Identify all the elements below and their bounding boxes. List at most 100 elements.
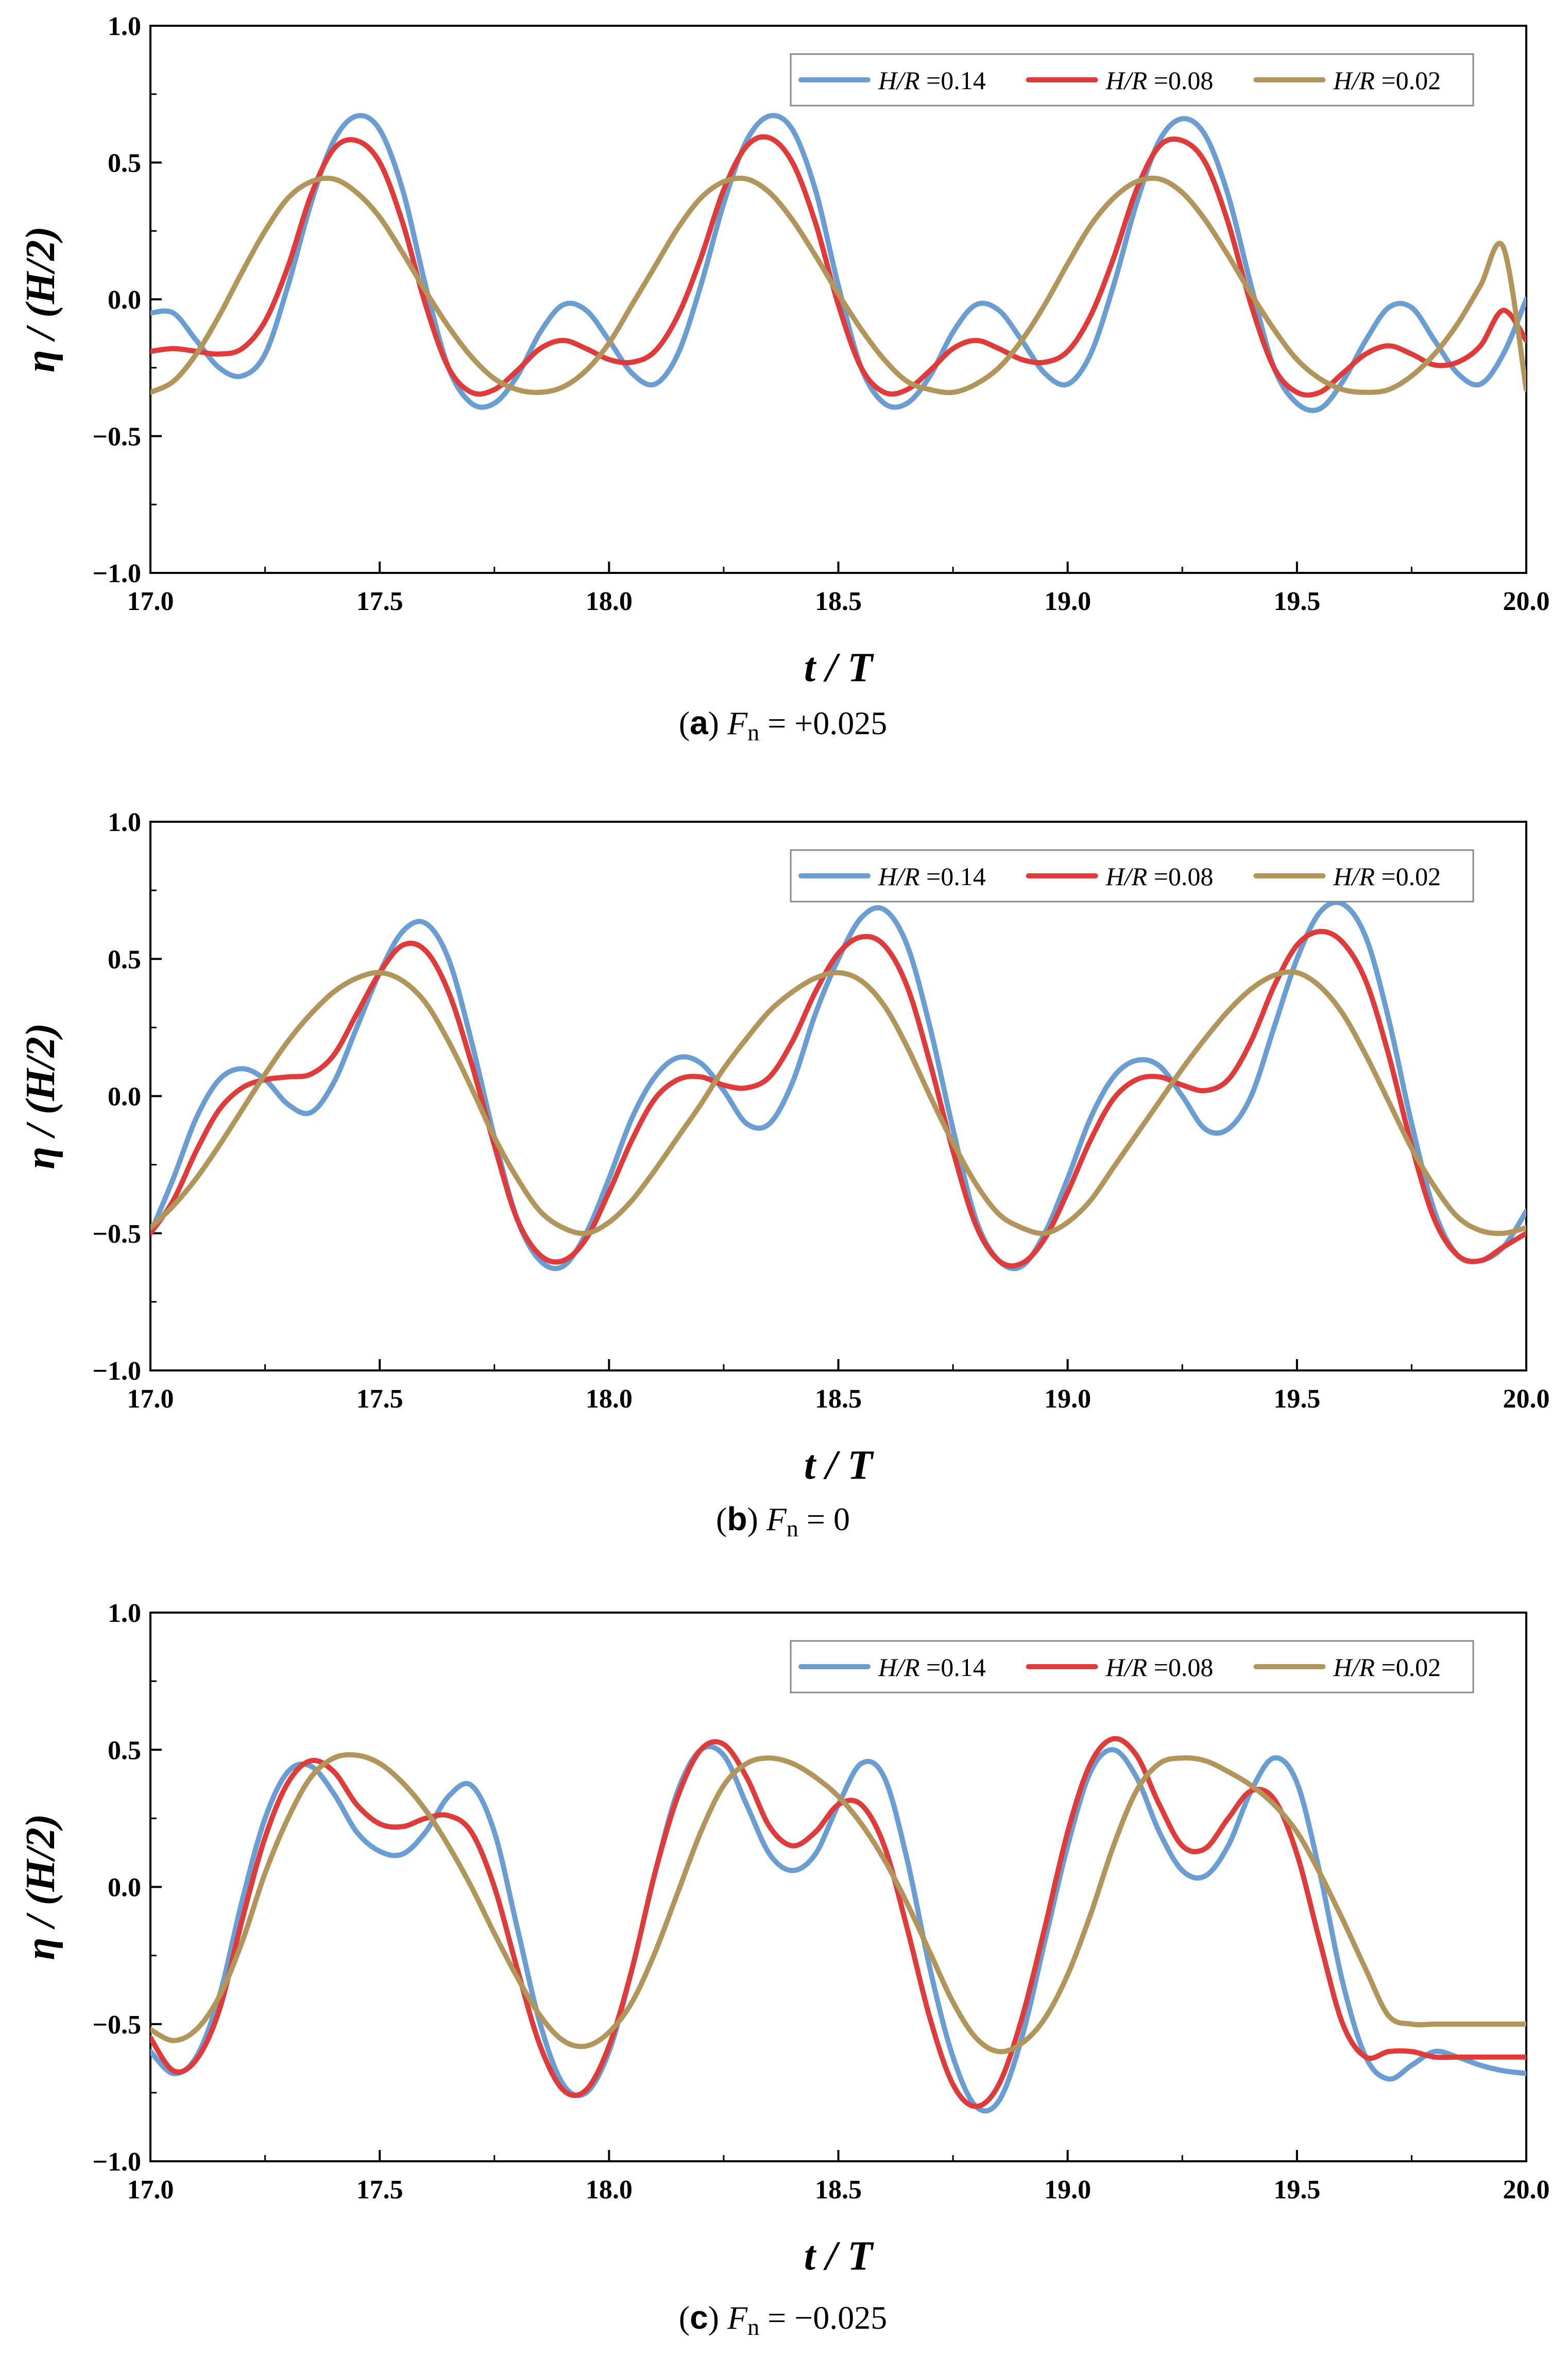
series-line-0 [150,900,1526,1272]
caption-open: ( [679,705,690,741]
y-tick-label: 0.5 [108,149,141,178]
y-tick-label: −1.0 [92,559,141,588]
caption-value: = −0.025 [759,2299,887,2336]
legend-entry-0: H/R =0.14 [878,1653,986,1682]
legend-value: =0.14 [920,1653,986,1682]
y-tick-label: 1.0 [108,808,141,837]
y-tick-label: 0.5 [108,1736,141,1765]
x-tick-label: 19.5 [1273,2175,1320,2205]
legend-value: =0.02 [1375,1653,1441,1682]
legend-value: =0.14 [920,862,986,891]
legend-name: H/R [1105,66,1148,95]
legend-box [790,53,1474,107]
legend-entry-1: H/R =0.08 [1105,1653,1214,1682]
series-line-2 [150,1752,1526,2055]
caption: (c) Fn = −0.025 [679,2299,888,2340]
y-axis-label: η / (H/2) [18,226,63,372]
x-tick-label: 20.0 [1503,1384,1550,1414]
x-axis-label: t / T [804,2233,874,2279]
legend-value: =0.02 [1375,66,1441,95]
x-tick-label: 17.0 [127,587,174,616]
legend-name: H/R [878,862,920,891]
x-tick-label: 18.5 [815,587,862,616]
caption-open: ( [679,2299,690,2336]
legend-value: =0.08 [1147,66,1213,95]
x-tick-label: 17.5 [356,587,403,616]
legend-value: =0.02 [1375,862,1441,891]
y-tick-label: 1.0 [108,1599,141,1628]
x-axis-label: t / T [804,1443,874,1488]
y-tick-label: 0.0 [108,1082,141,1112]
legend-entry-2: H/R =0.02 [1333,1653,1441,1682]
y-tick-label: 0.0 [108,285,141,315]
legend-name: H/R [878,1653,920,1682]
caption-symbol: F [727,2299,748,2336]
legend-name: H/R [1333,1653,1375,1682]
plot-frame [149,1612,1527,2162]
series-line-1 [150,928,1526,1269]
legend-name: H/R [878,66,920,95]
caption-close: ) [708,2299,727,2336]
legend-entry-2: H/R =0.02 [1333,862,1441,891]
caption-subscript: n [747,2314,759,2340]
caption-symbol: F [727,705,748,741]
x-tick-label: 18.0 [586,2175,633,2205]
legend-name: H/R [1333,862,1375,891]
legend-box [790,849,1474,903]
x-tick-label: 18.5 [815,2175,862,2205]
legend-name: H/R [1105,862,1148,891]
chart-panel-b: 17.0 17.5 18.0 18.5 19.0 19.5 20.0 −1.0 −0.5 0.0 0… [18,808,1550,1541]
legend: H/R =0.14 H/R =0.08 H/R =0.02 [790,849,1474,903]
series-line-2 [150,175,1526,395]
legend-value: =0.08 [1147,1653,1213,1682]
caption-letter: b [727,1500,747,1537]
x-tick-label: 19.0 [1044,587,1091,616]
legend-entry-0: H/R =0.14 [878,862,986,891]
chart-panel-c: 17.0 17.5 18.0 18.5 19.0 19.5 20.0 −1.0 −0.5 0.0 0… [18,1599,1550,2340]
series-line-0 [150,113,1526,413]
x-tick-label: 20.0 [1503,587,1550,616]
caption-subscript: n [747,719,759,746]
series-line-2 [150,969,1526,1236]
chart-panel-a: 17.0 17.5 18.0 18.5 19.0 19.5 20.0 −1.0 −0.5 0.0 0… [18,12,1550,746]
legend-name: H/R [1105,1653,1148,1682]
legend-entry-2: H/R =0.02 [1333,66,1441,95]
y-tick-label: 1.0 [108,12,141,41]
x-tick-label: 17.5 [356,2175,403,2205]
caption-close: ) [747,1501,766,1537]
caption-letter: c [690,2299,708,2336]
y-tick-label: −0.5 [92,1219,141,1249]
x-tick-label: 19.0 [1044,1384,1091,1414]
legend: H/R =0.14 H/R =0.08 H/R =0.02 [790,53,1474,107]
y-tick-label: −0.5 [92,422,141,452]
legend-entry-1: H/R =0.08 [1105,66,1214,95]
plot-frame [149,821,1527,1371]
caption: (a) Fn = +0.025 [679,704,888,746]
y-tick-label: −0.5 [92,2010,141,2040]
y-axis-label: η / (H/2) [18,1023,63,1170]
legend-box [790,1640,1474,1693]
legend-value: =0.08 [1147,862,1213,891]
legend-value: =0.14 [920,66,986,95]
y-axis-label: η / (H/2) [18,1814,63,1960]
legend-entry-0: H/R =0.14 [878,66,986,95]
y-tick-label: 0.0 [108,1873,141,1903]
x-tick-label: 17.5 [356,1384,403,1414]
x-tick-label: 17.0 [127,1384,174,1414]
x-tick-label: 17.0 [127,2175,174,2205]
caption-symbol: F [766,1501,787,1537]
caption-value: = 0 [798,1501,850,1537]
x-tick-label: 18.0 [586,1384,633,1414]
series-line-0 [150,1743,1526,2114]
series-line-1 [150,134,1526,398]
caption-open: ( [716,1501,727,1537]
legend-entry-1: H/R =0.08 [1105,862,1214,891]
y-tick-label: −1.0 [92,2147,141,2177]
legend: H/R =0.14 H/R =0.08 H/R =0.02 [790,1640,1474,1693]
x-tick-label: 19.0 [1044,2175,1091,2205]
caption-letter: a [690,704,708,741]
legend-name: H/R [1333,66,1375,95]
caption: (b) Fn = 0 [716,1500,850,1541]
caption-value: = +0.025 [759,705,887,741]
